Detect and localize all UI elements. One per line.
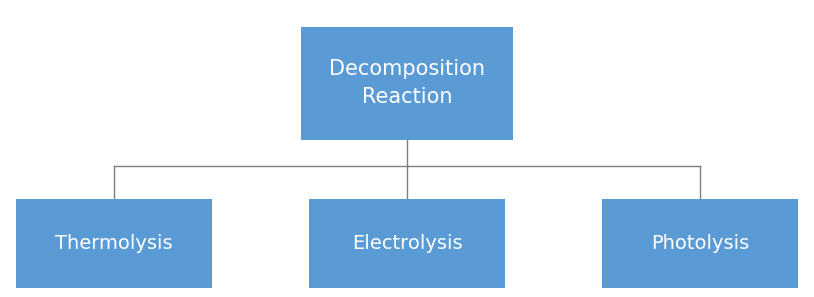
FancyBboxPatch shape <box>16 199 212 288</box>
Text: Photolysis: Photolysis <box>651 234 749 253</box>
Text: Electrolysis: Electrolysis <box>352 234 462 253</box>
FancyBboxPatch shape <box>602 199 798 288</box>
FancyBboxPatch shape <box>301 27 513 140</box>
Text: Decomposition
Reaction: Decomposition Reaction <box>329 59 485 107</box>
FancyBboxPatch shape <box>309 199 505 288</box>
Text: Thermolysis: Thermolysis <box>55 234 173 253</box>
